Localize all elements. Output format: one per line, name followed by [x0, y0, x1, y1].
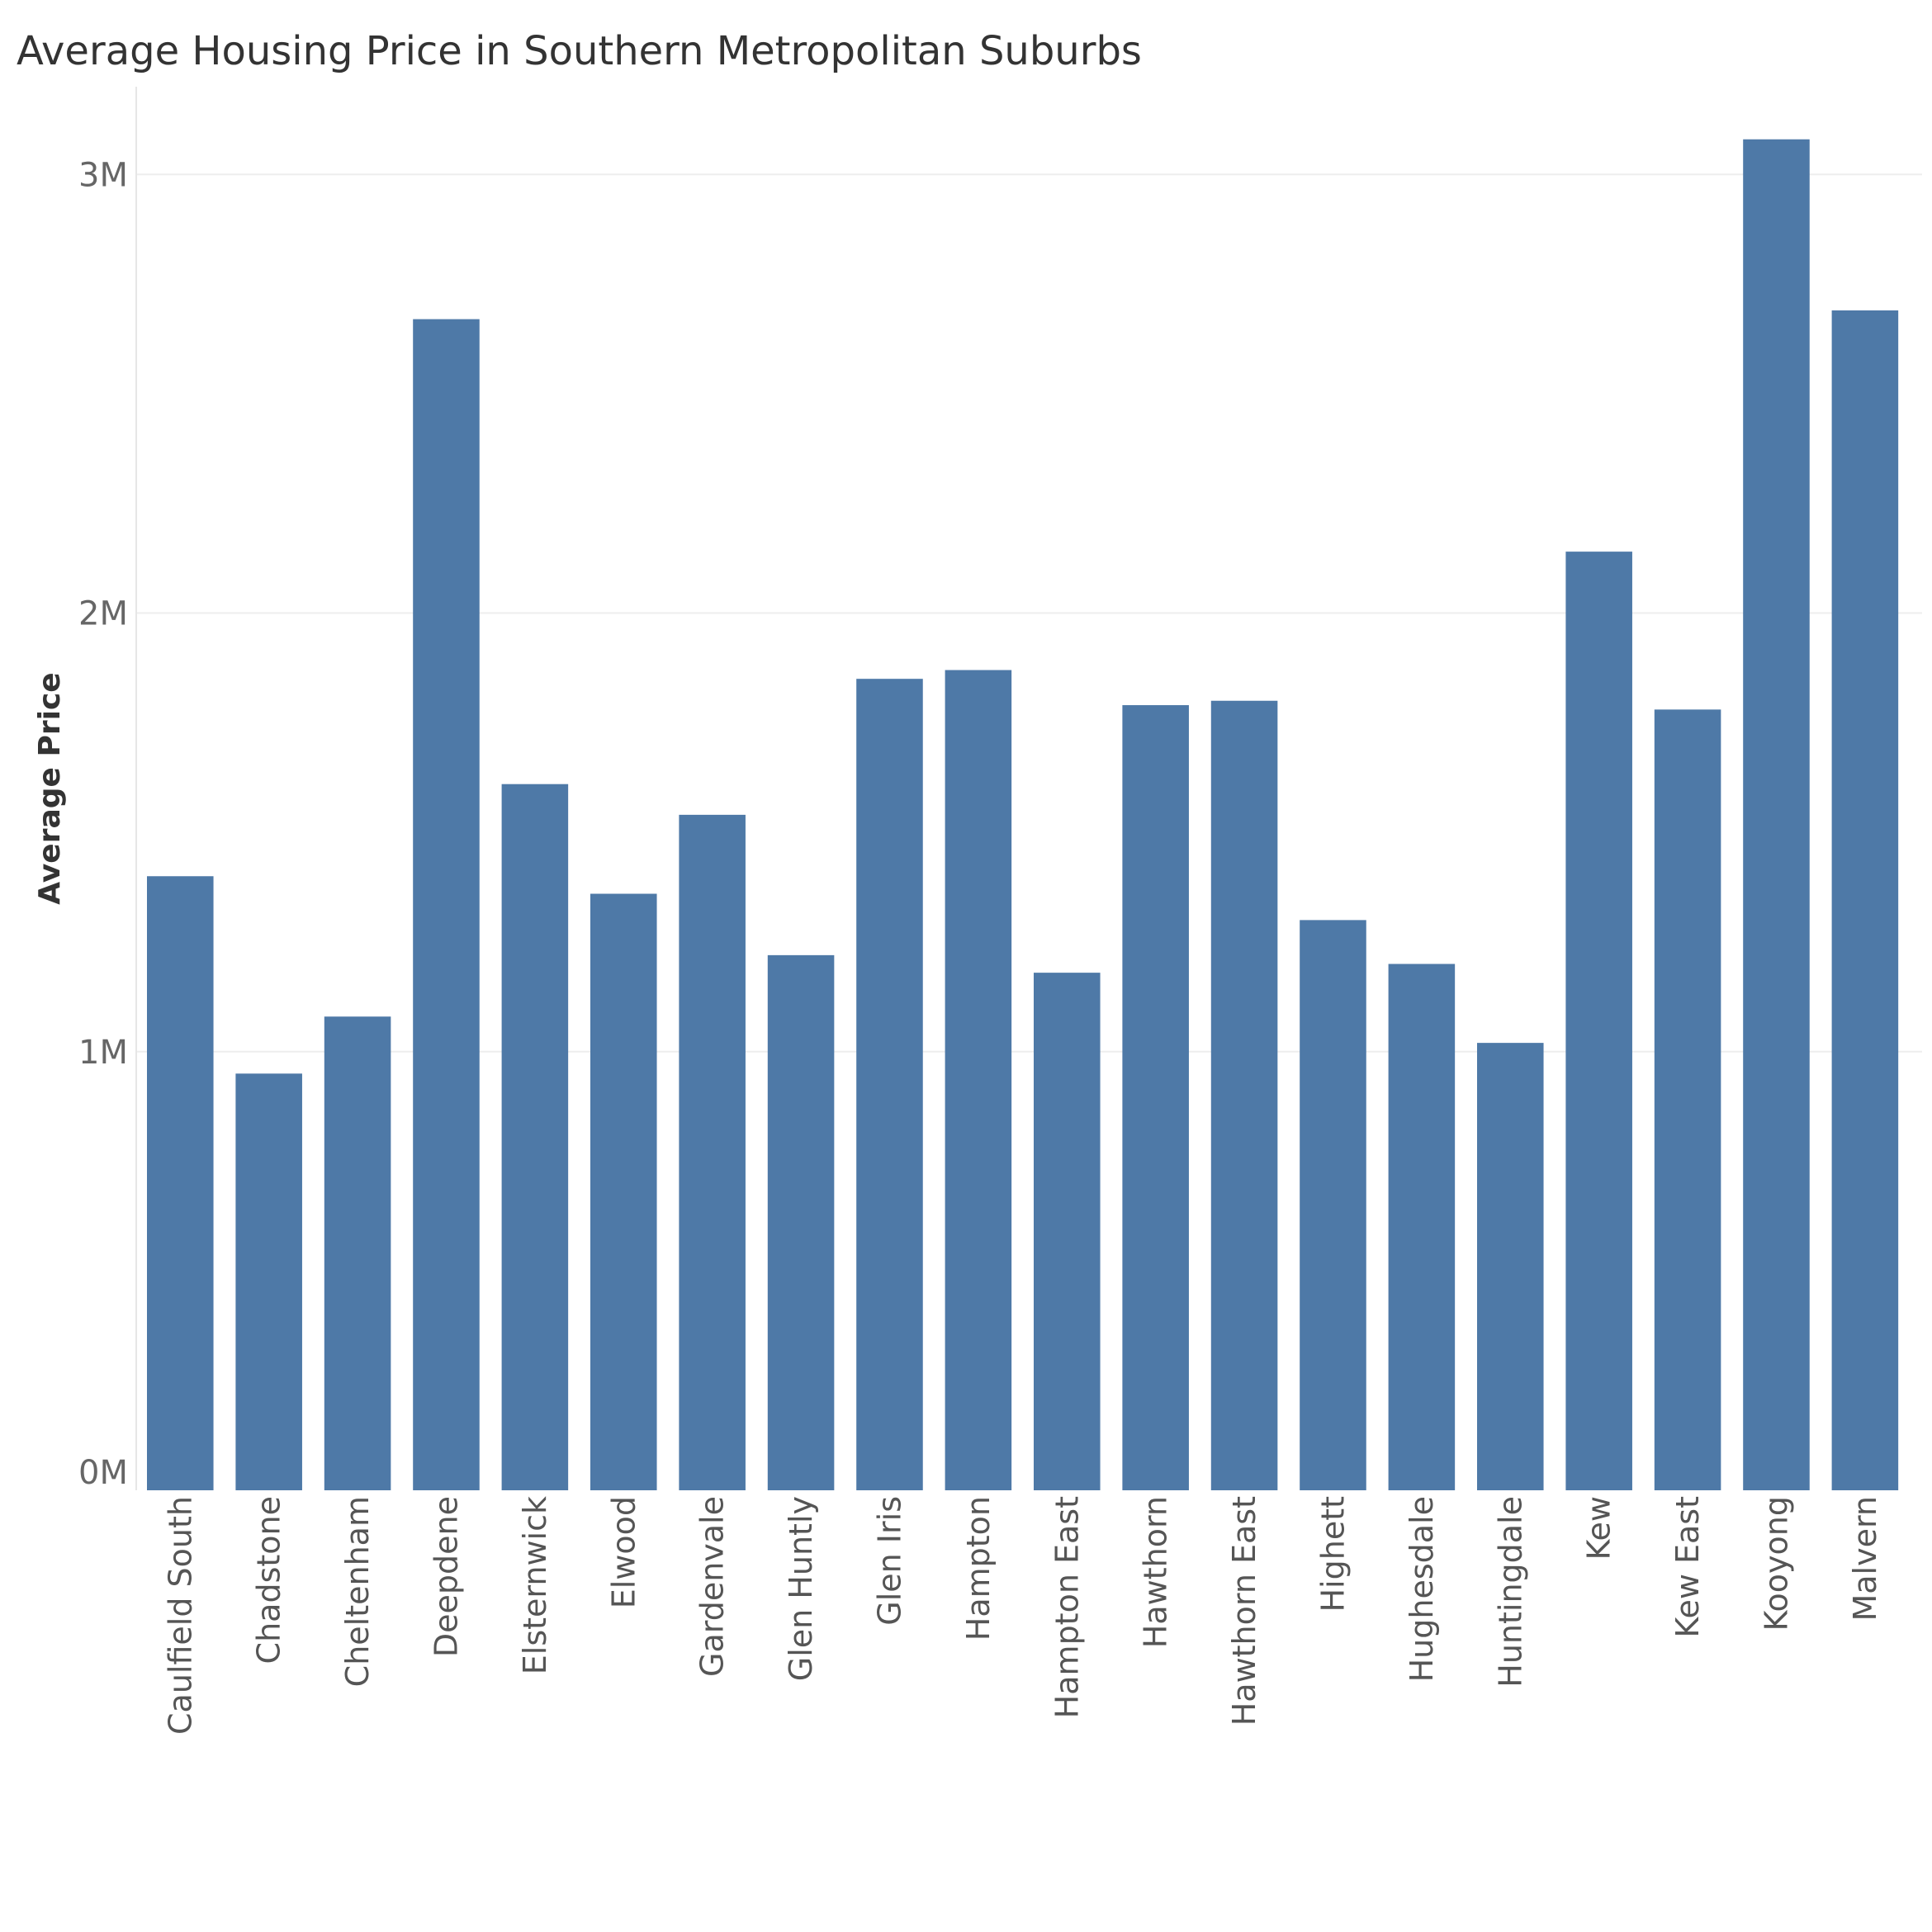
bar	[1477, 1043, 1544, 1490]
y-tick-label: 0M	[78, 1454, 128, 1492]
x-category-label: Kew East	[1669, 1496, 1706, 1638]
chart-title: Average Housing Price in Southern Metrop…	[17, 28, 1142, 74]
y-axis-title: Average Price	[33, 672, 67, 904]
bar	[235, 1073, 302, 1490]
bar	[1034, 973, 1101, 1490]
x-category-label: Gardenvale	[694, 1496, 731, 1677]
x-category-label: Glen Iris	[871, 1496, 907, 1626]
x-category-label: Malvern	[1847, 1496, 1883, 1622]
bar	[1300, 920, 1366, 1490]
x-category-label: Hughesdale	[1404, 1496, 1440, 1682]
bar	[679, 814, 746, 1490]
bars	[147, 139, 1899, 1490]
x-category-label: Glen Huntly	[783, 1496, 819, 1681]
x-category-label: Elsternwick	[517, 1496, 553, 1674]
bar	[501, 784, 569, 1490]
bar	[1122, 705, 1189, 1490]
x-category-label: Huntingdale	[1492, 1496, 1528, 1688]
x-category-label: Hawthorn	[1138, 1496, 1174, 1648]
x-category-label: Deepdene	[428, 1496, 464, 1657]
bar	[767, 954, 835, 1490]
x-category-label: Elwood	[605, 1496, 642, 1608]
x-category-label: Cheltenham	[339, 1496, 376, 1687]
x-category-label: Hampton East	[1049, 1496, 1085, 1718]
bar	[324, 1016, 391, 1490]
x-category-label: Hawthorn East	[1226, 1496, 1262, 1726]
x-category-label: Hampton	[960, 1496, 997, 1641]
bar	[1565, 552, 1632, 1490]
bar	[856, 679, 923, 1490]
bar	[1210, 700, 1278, 1490]
y-axis-ticks: 0M 1M 2M 3M	[78, 156, 128, 1492]
x-category-label: Caulfield South	[162, 1496, 198, 1735]
gridlines	[136, 173, 1922, 1053]
bar	[1388, 964, 1456, 1490]
y-tick-label: 2M	[78, 595, 128, 633]
bar	[945, 670, 1012, 1490]
x-category-label: Kew	[1581, 1496, 1617, 1560]
bar	[590, 893, 657, 1490]
bar	[1831, 310, 1899, 1490]
x-category-label: Kooyong	[1758, 1496, 1794, 1631]
bar	[1743, 139, 1810, 1490]
bar	[1654, 709, 1721, 1490]
x-axis-category-labels: Caulfield South Chadstone Cheltenham Deepde…	[162, 1496, 1883, 1735]
y-tick-label: 3M	[78, 156, 128, 194]
bar	[147, 876, 214, 1490]
y-tick-label: 1M	[78, 1034, 128, 1072]
bar	[413, 319, 480, 1490]
x-category-label: Highett	[1314, 1496, 1351, 1612]
x-category-label: Chadstone	[251, 1496, 287, 1664]
